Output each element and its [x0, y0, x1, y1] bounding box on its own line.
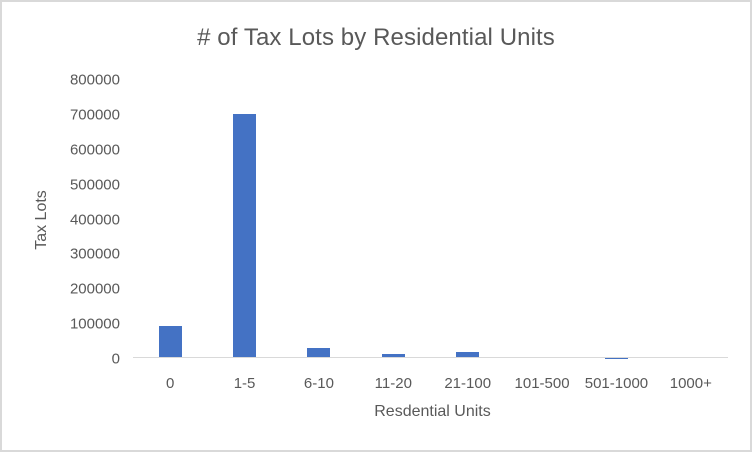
x-axis-title: Resdential Units [374, 403, 491, 420]
x-tick-label: 101-500 [514, 375, 570, 392]
bar [158, 325, 182, 358]
y-tick-label: 0 [111, 350, 120, 368]
y-tick-label: 100000 [69, 315, 120, 333]
y-tick-label: 200000 [69, 280, 120, 298]
y-tick-label: 700000 [69, 106, 120, 124]
x-tick-label: 21-100 [444, 375, 492, 392]
x-tick-label: 0 [166, 375, 175, 392]
x-tick-label: 501-1000 [584, 375, 649, 392]
bar [233, 114, 257, 358]
bar [456, 351, 480, 358]
bar [307, 347, 331, 358]
y-tick-label: 600000 [69, 141, 120, 159]
y-tick-label: 800000 [69, 71, 120, 89]
x-tick-label: 1-5 [233, 375, 256, 392]
x-axis-line [133, 357, 728, 358]
y-tick-label: 400000 [69, 211, 120, 228]
bar [381, 353, 405, 358]
x-tick-label: 1000+ [669, 375, 712, 392]
chart-title: # of Tax Lots by Residential Units [197, 24, 555, 51]
x-tick-label: 11-20 [374, 375, 412, 392]
x-tick-label: 6-10 [303, 375, 334, 392]
y-tick-label: 300000 [69, 245, 120, 263]
y-tick-label: 500000 [69, 176, 120, 194]
